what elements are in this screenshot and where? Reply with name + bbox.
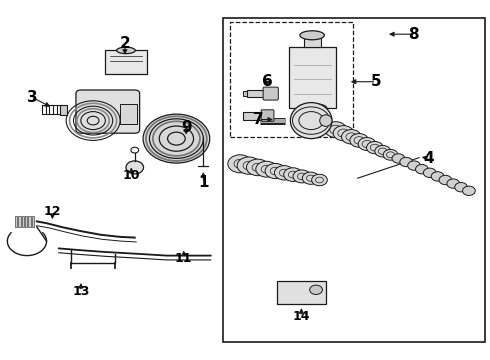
- Circle shape: [423, 168, 436, 177]
- FancyBboxPatch shape: [76, 90, 140, 133]
- Ellipse shape: [297, 104, 327, 113]
- Circle shape: [375, 145, 391, 157]
- Circle shape: [447, 179, 460, 188]
- Circle shape: [131, 147, 139, 153]
- Circle shape: [350, 134, 368, 147]
- Bar: [32, 216, 34, 227]
- Circle shape: [416, 165, 428, 174]
- Ellipse shape: [320, 115, 332, 126]
- Circle shape: [325, 122, 346, 138]
- Bar: [289, 47, 336, 108]
- Circle shape: [228, 155, 252, 173]
- Text: 3: 3: [26, 90, 37, 105]
- Circle shape: [463, 186, 475, 195]
- Text: 14: 14: [293, 310, 310, 323]
- Bar: [105, 50, 147, 74]
- Bar: [223, 18, 485, 342]
- Bar: [18, 216, 21, 227]
- Text: 12: 12: [44, 205, 61, 218]
- Bar: [243, 112, 262, 120]
- Bar: [243, 91, 247, 96]
- Circle shape: [342, 130, 361, 144]
- Ellipse shape: [290, 103, 332, 139]
- Bar: [277, 281, 326, 304]
- Circle shape: [400, 157, 413, 167]
- Circle shape: [358, 138, 376, 150]
- Circle shape: [333, 126, 354, 141]
- Circle shape: [256, 161, 277, 177]
- Circle shape: [310, 285, 322, 294]
- Text: 4: 4: [423, 151, 434, 166]
- Text: 13: 13: [72, 285, 90, 298]
- Circle shape: [126, 161, 144, 174]
- Ellipse shape: [117, 47, 135, 54]
- Circle shape: [392, 154, 405, 163]
- Text: 8: 8: [408, 27, 418, 42]
- Ellipse shape: [300, 31, 324, 40]
- Bar: [120, 104, 137, 124]
- Text: 6: 6: [262, 73, 272, 89]
- Bar: [28, 216, 31, 227]
- Circle shape: [431, 172, 444, 181]
- Bar: [230, 22, 353, 137]
- Circle shape: [274, 166, 294, 180]
- FancyBboxPatch shape: [261, 110, 274, 121]
- Circle shape: [455, 183, 467, 192]
- Circle shape: [312, 174, 327, 186]
- Circle shape: [293, 170, 311, 183]
- Text: 10: 10: [122, 169, 140, 182]
- Bar: [60, 105, 67, 115]
- Bar: [22, 216, 24, 227]
- Circle shape: [367, 141, 383, 154]
- Circle shape: [246, 159, 269, 176]
- Circle shape: [237, 157, 261, 174]
- Text: 7: 7: [253, 112, 264, 127]
- Text: 11: 11: [175, 252, 193, 265]
- Text: 9: 9: [181, 120, 192, 135]
- Text: 5: 5: [371, 74, 382, 89]
- Bar: [304, 36, 321, 47]
- Circle shape: [439, 175, 452, 185]
- Text: 1: 1: [198, 175, 209, 190]
- Bar: [15, 216, 17, 227]
- Text: 2: 2: [120, 36, 130, 51]
- Circle shape: [302, 172, 319, 184]
- Bar: [247, 90, 265, 97]
- FancyBboxPatch shape: [263, 87, 278, 100]
- Circle shape: [143, 114, 210, 163]
- Bar: [25, 216, 27, 227]
- Circle shape: [265, 163, 286, 179]
- Circle shape: [284, 168, 302, 181]
- Circle shape: [408, 161, 420, 170]
- Circle shape: [383, 149, 398, 160]
